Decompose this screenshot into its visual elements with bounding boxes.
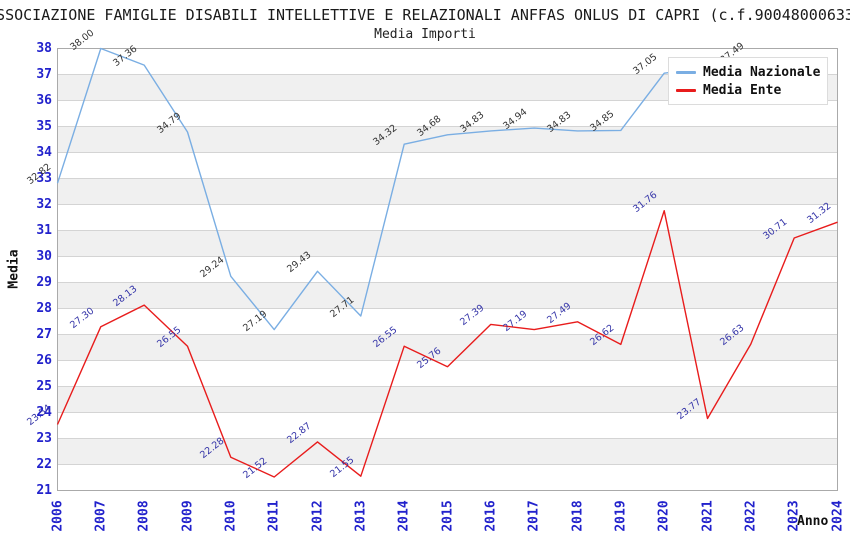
y-tick-label: 34 bbox=[36, 144, 52, 160]
legend-color-swatch-nazionale bbox=[676, 70, 696, 74]
chart-title: ASSOCIAZIONE FAMIGLIE DISABILI INTELLETT… bbox=[0, 6, 850, 24]
y-tick-label: 22 bbox=[36, 456, 52, 472]
y-tick-label: 37 bbox=[36, 66, 52, 82]
y-tick-label: 31 bbox=[36, 222, 52, 238]
y-tick-label: 24 bbox=[36, 404, 52, 420]
y-tick-label: 30 bbox=[36, 248, 52, 264]
y-tick-label: 36 bbox=[36, 92, 52, 108]
series-line-media-ente bbox=[56, 209, 838, 478]
y-tick-label: 27 bbox=[36, 326, 52, 342]
y-tick-label: 35 bbox=[36, 118, 52, 134]
grid-band bbox=[57, 282, 838, 309]
legend-label: Media Ente bbox=[703, 82, 782, 98]
y-tick-label: 29 bbox=[36, 274, 52, 290]
legend-item-media-nazionale: Media Nazionale bbox=[676, 63, 820, 81]
legend-color-swatch-ente bbox=[676, 88, 696, 92]
y-tick-label: 25 bbox=[36, 378, 52, 394]
x-axis-title: Anno bbox=[797, 514, 829, 529]
y-tick-label: 32 bbox=[36, 196, 52, 212]
y-tick-label: 26 bbox=[36, 352, 52, 368]
plot-border bbox=[57, 48, 838, 491]
y-tick-label: 33 bbox=[36, 170, 52, 186]
y-tick-label: 28 bbox=[36, 300, 52, 316]
y-tick-label: 23 bbox=[36, 430, 52, 446]
legend: Media Nazionale Media Ente bbox=[668, 57, 828, 105]
grid-band bbox=[57, 230, 838, 257]
y-tick-label: 38 bbox=[36, 40, 52, 56]
series-line-media-nazionale bbox=[56, 47, 751, 331]
grid-band bbox=[57, 438, 838, 465]
chart-subtitle: Media Importi bbox=[374, 27, 476, 42]
y-tick-label: 21 bbox=[36, 482, 52, 498]
grid-band bbox=[57, 178, 838, 205]
grid-band bbox=[57, 386, 838, 413]
legend-item-media-ente: Media Ente bbox=[676, 81, 820, 99]
legend-label: Media Nazionale bbox=[703, 64, 821, 80]
